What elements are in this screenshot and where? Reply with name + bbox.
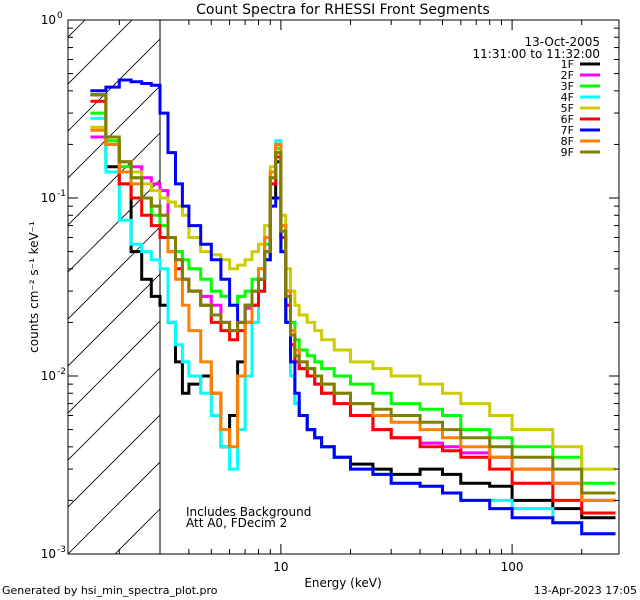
y-tick-label: 10 [41,191,56,205]
spectra-series-group [90,78,616,536]
date-text: 13-Oct-2005 [524,35,600,49]
series-line-9F [90,93,616,495]
y-axis-label: counts cm⁻² s⁻¹ keV⁻¹ [27,221,41,353]
hatch-line [68,20,180,132]
legend-label-9F: 9F [561,146,574,159]
y-tick-label: 10 [41,547,56,561]
footer-generated-by: Generated by hsi_min_spectra_plot.pro [2,584,218,597]
legend-label-7F: 7F [561,124,574,137]
hatch-line [68,20,86,38]
hatch-line [68,20,227,179]
y-tick-exponent: -1 [57,189,66,199]
series-line-7F [90,78,616,536]
x-tick-labels: 10 100 [273,560,523,574]
x-tick-label: 100 [501,560,524,574]
hatch-line [632,20,640,554]
legend-label-3F: 3F [561,80,574,93]
legend-label-8F: 8F [561,135,574,148]
legend-label-1F: 1F [561,58,574,71]
legend-label-4F: 4F [561,91,574,104]
annotation-background: Includes Background [186,505,311,519]
time-range-text: 11:31:00 to 11:32:00 [473,47,600,61]
axis-ticks [68,20,619,555]
legend-label-6F: 6F [561,113,574,126]
legend-label-2F: 2F [561,69,574,82]
chart-title: Count Spectra for RHESSI Front Segments [196,2,490,18]
x-axis-label: Energy (keV) [304,576,381,590]
series-line-5F [90,125,616,471]
plot-frame [67,19,620,555]
y-tick-label: 10 [41,13,56,27]
hatch-line [68,20,133,85]
y-tick-label: 10 [41,369,56,383]
footer-timestamp: 13-Apr-2023 17:05 [533,584,637,597]
x-tick-label: 10 [273,560,288,574]
y-tick-exponent: 0 [57,11,63,21]
annotation-attenuator: Att A0, FDecim 2 [186,516,287,530]
legend-label-5F: 5F [561,102,574,115]
y-tick-exponent: -2 [57,367,66,377]
y-tick-exponent: -3 [57,545,66,555]
